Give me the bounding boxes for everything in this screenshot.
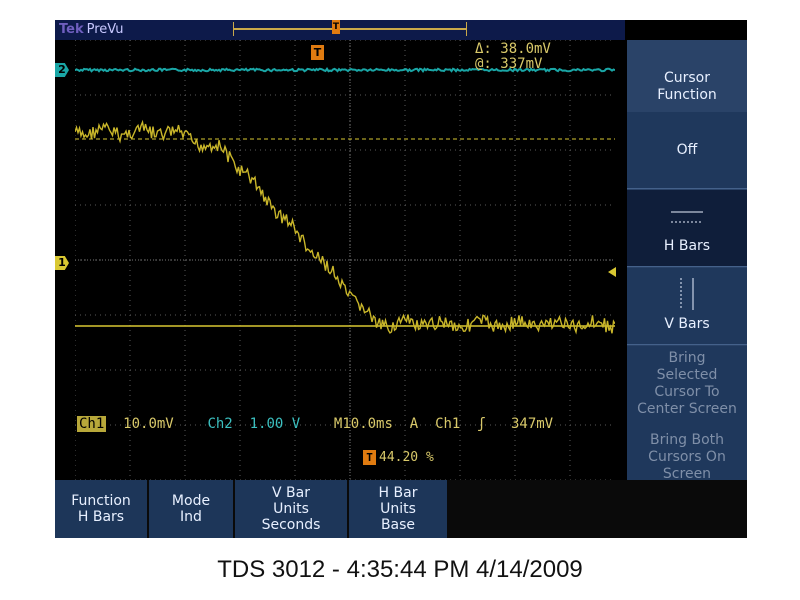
bottom-button-line: Units (273, 501, 309, 517)
acquisition-state: PreVu (86, 22, 124, 37)
side-menu: Cursor Function Off H Bars V Bars Bring … (627, 40, 747, 497)
side-button-line: Bring (668, 350, 706, 366)
side-button-off[interactable]: Off (627, 112, 747, 189)
side-title-line: Cursor (663, 70, 711, 86)
side-title-line: Function (657, 87, 717, 103)
bottom-button-line: Seconds (261, 517, 321, 533)
trigger-source: Ch1 (435, 416, 461, 432)
rising-edge-icon: ʃ (477, 416, 486, 432)
trigger-position-marker: T (332, 20, 340, 34)
bottom-button-line: Mode (171, 493, 211, 509)
graticule-display (75, 40, 615, 480)
side-button-line: Screen (662, 466, 712, 482)
side-button-label: Off (676, 142, 698, 158)
record-length-bar: T (233, 20, 467, 36)
side-button-line: Cursor To (654, 384, 720, 400)
side-button-line: Center Screen (637, 401, 737, 417)
trigger-position-readout: T 44.20 % (363, 450, 434, 465)
bottom-button-v-bar-units[interactable]: V Bar Units Seconds (235, 480, 349, 538)
ch1-waveform (75, 119, 615, 335)
bottom-button-line: H Bars (77, 509, 125, 525)
bottom-button-line: Ind (180, 509, 202, 525)
side-button-bring-selected[interactable]: Bring Selected Cursor To Center Screen (627, 346, 747, 427)
acquisition-status: Tek PreVu (59, 22, 124, 37)
trigger-level: 347mV (510, 416, 554, 432)
side-button-line: Selected (656, 367, 718, 383)
trigger-time-icon: T (311, 42, 327, 61)
bottom-button-line: H Bar (378, 485, 418, 501)
ch2-ground-marker[interactable]: 2 (55, 63, 69, 77)
capture-caption: TDS 3012 - 4:35:44 PM 4/14/2009 (217, 556, 583, 583)
top-status-bar: Tek PreVu T (55, 20, 625, 40)
trigger-badge: T (311, 45, 324, 60)
ch1-label: Ch1 (77, 416, 107, 432)
side-button-v-bars[interactable]: V Bars (627, 268, 747, 345)
bottom-button-line: V Bar (272, 485, 310, 501)
trigger-badge-icon: T (363, 450, 376, 465)
side-button-h-bars[interactable]: H Bars (627, 190, 747, 267)
cursor-position-readout: @: 337mV (475, 56, 543, 72)
side-button-line: Cursors On (648, 449, 726, 465)
oscilloscope-screen: Tek PreVu T 2 1 T Δ: 38.0mV @: 337mV Ch1 … (55, 20, 747, 538)
cursor-delta-readout: Δ: 38.0mV (475, 41, 551, 57)
side-button-line: Bring Both (650, 432, 724, 448)
side-menu-title: Cursor Function (627, 70, 747, 104)
ch1-scale: 10.0mV (123, 416, 174, 432)
ch2-waveform (75, 67, 615, 73)
bottom-button-h-bar-units[interactable]: H Bar Units Base (349, 480, 449, 538)
ch1-ground-marker[interactable]: 1 (55, 256, 69, 270)
trigger-level-marker (608, 267, 616, 277)
timebase: M10.0ms (333, 416, 393, 432)
bottom-menu: Function H Bars Mode Ind V Bar Units Sec… (55, 480, 747, 538)
bottom-button-line: Function (71, 493, 131, 509)
h-bars-icon (671, 211, 703, 223)
v-bars-icon (680, 278, 694, 310)
ch2-label: Ch2 (207, 416, 233, 432)
bottom-button-function[interactable]: Function H Bars (55, 480, 149, 538)
side-button-label: H Bars (663, 238, 711, 254)
side-button-label: V Bars (664, 316, 710, 332)
bottom-button-mode[interactable]: Mode Ind (149, 480, 235, 538)
trigger-position-value: 44.20 % (379, 450, 434, 465)
bottom-button-line: Base (380, 517, 416, 533)
ch2-scale: 1.00 V (249, 416, 301, 432)
trigger-mode: A (409, 416, 419, 432)
bottom-button-line: Units (380, 501, 416, 517)
channel-status-line: Ch1 10.0mV Ch2 1.00 V M10.0ms A Ch1 ʃ 34… (77, 416, 553, 434)
